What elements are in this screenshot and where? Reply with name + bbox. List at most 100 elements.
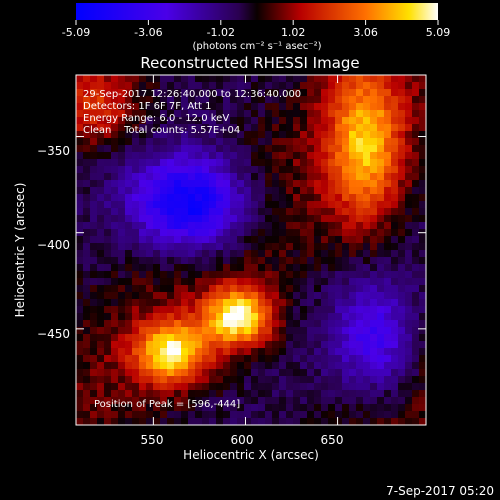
heatmap-cell [132,152,140,160]
heatmap-cell [279,418,287,426]
heatmap-cell [251,229,259,237]
heatmap-cell [237,243,245,251]
heatmap-cell [314,187,322,195]
heatmap-cell [307,369,315,377]
heatmap-cell [349,341,357,349]
heatmap-cell [300,362,308,370]
heatmap-cell [174,117,182,125]
heatmap-cell [398,180,406,188]
heatmap-cell [223,285,231,293]
heatmap-cell [342,152,350,160]
heatmap-cell [223,334,231,342]
heatmap-cell [391,418,399,426]
heatmap-cell [244,110,252,118]
heatmap-cell [335,75,343,83]
heatmap-cell [132,236,140,244]
heatmap-cell [370,208,378,216]
heatmap-cell [370,390,378,398]
heatmap-cell [160,355,168,363]
heatmap-cell [300,404,308,412]
heatmap-cell [265,124,273,132]
heatmap-cell [160,152,168,160]
heatmap-cell [181,313,189,321]
heatmap-cell [363,110,371,118]
heatmap-cell [363,306,371,314]
heatmap-cell [244,369,252,377]
heatmap-cell [412,82,420,90]
heatmap-cell [412,131,420,139]
heatmap-cell [209,110,217,118]
heatmap-cell [265,278,273,286]
heatmap-cell [342,334,350,342]
heatmap-cell [370,124,378,132]
heatmap-cell [300,418,308,426]
heatmap-cell [76,75,84,83]
heatmap-cell [363,117,371,125]
heatmap-cell [321,390,329,398]
heatmap-cell [398,110,406,118]
heatmap-cell [328,362,336,370]
heatmap-cell [251,278,259,286]
heatmap-cell [104,397,112,405]
heatmap-cell [300,264,308,272]
heatmap-cell [335,215,343,223]
heatmap-cell [419,390,427,398]
heatmap-cell [202,257,210,265]
heatmap-cell [181,397,189,405]
heatmap-cell [251,145,259,153]
heatmap-cell [405,110,413,118]
heatmap-cell [335,327,343,335]
heatmap-cell [307,117,315,125]
heatmap-cell [118,89,126,97]
heatmap-cell [76,383,84,391]
heatmap-cell [223,110,231,118]
heatmap-cell [286,418,294,426]
heatmap-cell [167,404,175,412]
heatmap-cell [132,138,140,146]
heatmap-cell [237,236,245,244]
heatmap-cell [307,215,315,223]
heatmap-cell [195,145,203,153]
heatmap-cell [258,292,266,300]
heatmap-cell [419,201,427,209]
heatmap-cell [125,320,133,328]
heatmap-cell [370,229,378,237]
heatmap-cell [363,327,371,335]
heatmap-cell [188,243,196,251]
heatmap-cell [349,355,357,363]
heatmap-cell [174,75,182,83]
heatmap-cell [412,383,420,391]
heatmap-cell [307,166,315,174]
heatmap-cell [258,334,266,342]
heatmap-cell [286,82,294,90]
heatmap-cell [181,383,189,391]
heatmap-cell [195,327,203,335]
heatmap-cell [90,362,98,370]
heatmap-cell [412,187,420,195]
heatmap-cell [342,173,350,181]
heatmap-cell [328,96,336,104]
heatmap-cell [223,180,231,188]
heatmap-cell [244,89,252,97]
heatmap-cell [419,250,427,258]
heatmap-cell [167,327,175,335]
heatmap-cell [104,306,112,314]
heatmap-cell [167,229,175,237]
heatmap-cell [258,285,266,293]
heatmap-cell [321,152,329,160]
heatmap-cell [279,341,287,349]
heatmap-cell [83,327,91,335]
heatmap-cell [363,376,371,384]
heatmap-cell [83,278,91,286]
heatmap-cell [139,75,147,83]
heatmap-cell [216,355,224,363]
heatmap-cell [104,236,112,244]
heatmap-cell [125,159,133,167]
heatmap-cell [181,306,189,314]
heatmap-cell [335,404,343,412]
heatmap-cell [335,271,343,279]
heatmap-cell [251,166,259,174]
heatmap-cell [97,145,105,153]
heatmap-cell [279,89,287,97]
heatmap-cell [356,103,364,111]
